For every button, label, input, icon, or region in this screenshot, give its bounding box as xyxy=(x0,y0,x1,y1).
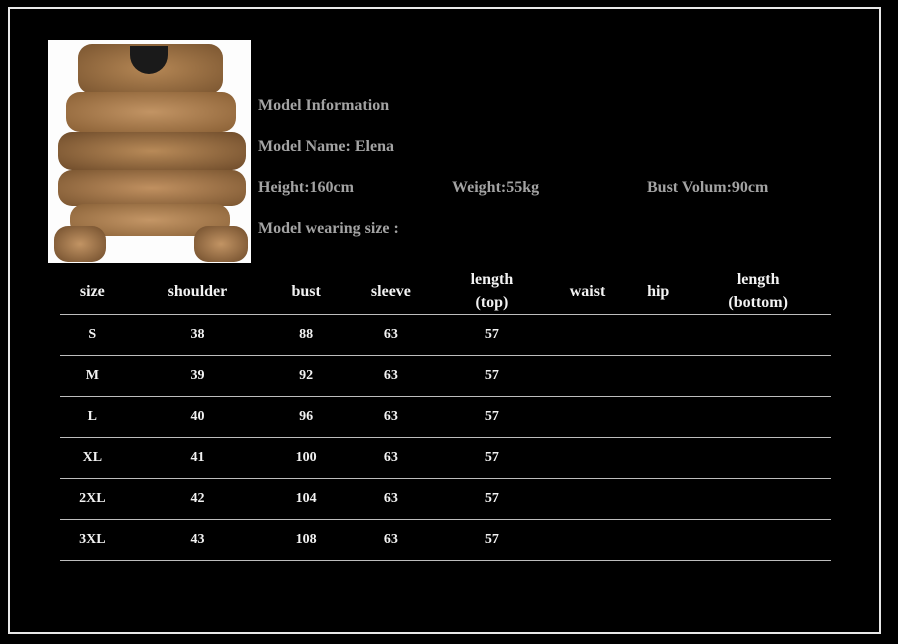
model-name: Model Name: Elena xyxy=(258,138,394,155)
table-cell: 104 xyxy=(270,478,343,520)
table-cell: M xyxy=(60,355,125,397)
column-header-text: waist xyxy=(569,282,606,300)
table-cell xyxy=(631,437,686,479)
model-info-heading: Model Information xyxy=(258,97,390,114)
table-cell: 57 xyxy=(439,355,545,397)
model-bust: Bust Volum:90cm xyxy=(647,179,769,196)
table-cell xyxy=(544,478,631,520)
table-cell: 57 xyxy=(439,437,545,479)
model-weight: Weight:55kg xyxy=(452,179,540,196)
table-header-row: size shoulder bust sleeve length (top) waist hi… xyxy=(60,268,831,315)
table-cell: 63 xyxy=(342,437,440,479)
column-header-text: shoulder xyxy=(167,282,228,300)
table-cell: 57 xyxy=(439,519,545,561)
table-cell: 63 xyxy=(342,519,440,561)
table-cell xyxy=(685,478,831,520)
table-cell xyxy=(631,519,686,561)
table-cell: XL xyxy=(60,437,125,479)
table-cell xyxy=(685,396,831,438)
column-header-text: length xyxy=(470,271,514,288)
column-header-text: (bottom) xyxy=(728,294,788,311)
table-cell xyxy=(631,314,686,356)
model-wearing-size: Model wearing size : xyxy=(258,220,399,237)
page-frame xyxy=(8,7,881,634)
size-chart-table: size shoulder bust sleeve length (top) waist hi… xyxy=(60,268,831,561)
table-cell xyxy=(685,519,831,561)
table-cell xyxy=(544,519,631,561)
table-cell xyxy=(631,396,686,438)
column-header: sleeve xyxy=(342,268,440,315)
table-row: L 40 96 63 57 xyxy=(60,396,831,438)
table-row: XL 41 100 63 57 xyxy=(60,437,831,479)
column-header: shoulder xyxy=(124,268,271,315)
table-cell: 63 xyxy=(342,355,440,397)
table-cell xyxy=(544,437,631,479)
column-header: waist xyxy=(544,268,631,315)
column-header-text: (top) xyxy=(475,294,509,311)
table-cell: L xyxy=(60,396,125,438)
table-cell: 108 xyxy=(270,519,343,561)
column-header: hip xyxy=(631,268,686,315)
table-cell: 63 xyxy=(342,478,440,520)
column-header: size xyxy=(60,268,125,315)
table-cell xyxy=(631,355,686,397)
table-cell: 100 xyxy=(270,437,343,479)
table-cell xyxy=(544,396,631,438)
table-cell: 3XL xyxy=(60,519,125,561)
column-header-text: bust xyxy=(291,282,321,300)
table-cell: 38 xyxy=(124,314,271,356)
table-row: 3XL 43 108 63 57 xyxy=(60,519,831,561)
table-cell: 39 xyxy=(124,355,271,397)
model-height: Height:160cm xyxy=(258,179,354,196)
table-cell: 2XL xyxy=(60,478,125,520)
table-cell: 43 xyxy=(124,519,271,561)
column-header: length (bottom) xyxy=(685,268,831,315)
table-cell: 57 xyxy=(439,314,545,356)
table-cell: 96 xyxy=(270,396,343,438)
table-cell: 41 xyxy=(124,437,271,479)
table-cell: 40 xyxy=(124,396,271,438)
column-header: length (top) xyxy=(439,268,545,315)
table-cell: 63 xyxy=(342,396,440,438)
table-row: S 38 88 63 57 xyxy=(60,314,831,356)
table-cell: S xyxy=(60,314,125,356)
table-cell xyxy=(685,314,831,356)
table-row: M 39 92 63 57 xyxy=(60,355,831,397)
column-header-text: size xyxy=(79,282,105,300)
table-cell xyxy=(685,437,831,479)
table-cell: 42 xyxy=(124,478,271,520)
table-row: 2XL 42 104 63 57 xyxy=(60,478,831,520)
table-cell: 57 xyxy=(439,396,545,438)
table-cell: 57 xyxy=(439,478,545,520)
product-photo xyxy=(48,40,251,263)
table-cell: 92 xyxy=(270,355,343,397)
table-cell xyxy=(544,355,631,397)
column-header-text: hip xyxy=(647,282,670,300)
table-cell xyxy=(544,314,631,356)
table-cell: 88 xyxy=(270,314,343,356)
table-cell xyxy=(631,478,686,520)
column-header-text: sleeve xyxy=(370,282,411,300)
column-header: bust xyxy=(270,268,343,315)
column-header-text: length xyxy=(736,271,780,288)
table-cell: 63 xyxy=(342,314,440,356)
table-cell xyxy=(685,355,831,397)
